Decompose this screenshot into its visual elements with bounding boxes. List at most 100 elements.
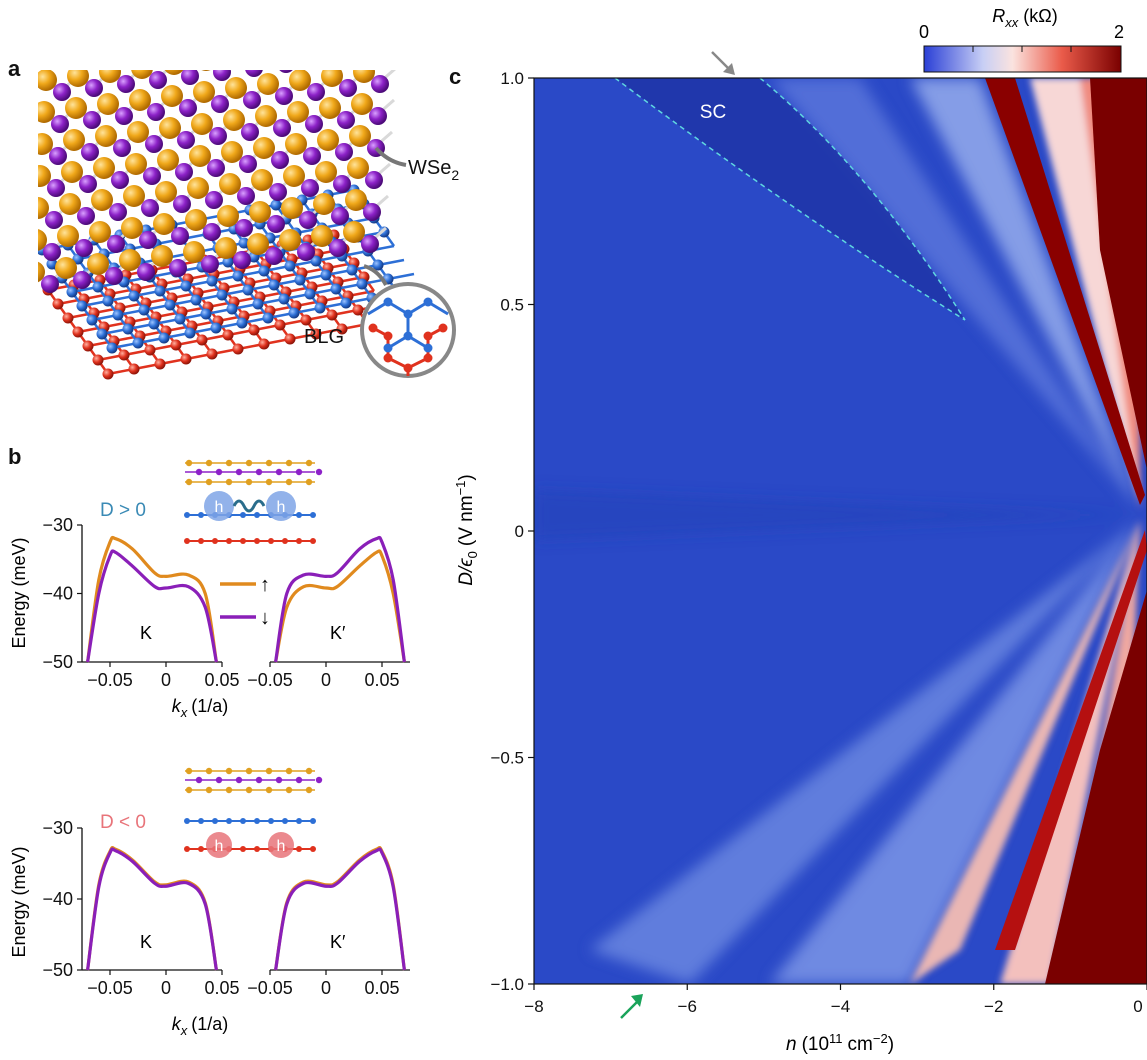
band-curve-spin-down	[274, 535, 406, 663]
carbon-atom	[252, 298, 264, 310]
band-curve-spin-up	[274, 549, 406, 663]
atom-dot	[235, 468, 243, 476]
carbon-atom	[294, 274, 306, 286]
blg-label: BLG	[304, 326, 344, 348]
atom-dot	[245, 478, 253, 486]
carbon-atom	[242, 284, 254, 296]
tungsten-atom	[85, 79, 103, 97]
tungsten-atom	[305, 115, 323, 133]
carbon-atom	[330, 283, 342, 295]
atom-dot	[225, 767, 233, 775]
atom-dot	[184, 512, 190, 518]
hole-label: h	[215, 499, 224, 516]
selenium-atom	[89, 221, 111, 243]
selenium-atom	[191, 113, 213, 135]
valley-k-label: K	[140, 623, 152, 643]
atom-dot	[245, 767, 253, 775]
hole-label: h	[277, 499, 286, 516]
selenium-atom	[283, 165, 305, 187]
y-tick-label: −40	[42, 889, 73, 909]
tungsten-atom	[239, 155, 257, 173]
atom-dot	[185, 459, 193, 467]
density-axis-label: n (1011 cm−2)	[786, 1031, 894, 1055]
atom-dot	[254, 538, 260, 544]
selenium-atom	[38, 229, 47, 251]
tungsten-atom	[331, 207, 349, 225]
x-tick-label: −0.05	[247, 978, 293, 998]
tungsten-atom	[139, 231, 157, 249]
atom-dot	[240, 538, 246, 544]
atom-dot	[205, 767, 213, 775]
sc-boundary-upper	[759, 78, 966, 321]
carbon-atom	[180, 280, 192, 292]
atom-dot	[195, 776, 203, 784]
x-tick-label: 0	[1133, 997, 1142, 1016]
atom-dot	[305, 767, 313, 775]
selenium-atom	[249, 201, 271, 223]
tungsten-atom	[47, 179, 65, 197]
tungsten-atom	[51, 115, 69, 133]
x-tick-label: 0	[161, 978, 171, 998]
selenium-atom	[189, 145, 211, 167]
carbon-atom	[346, 264, 358, 276]
tungsten-atom	[81, 143, 99, 161]
band-plot: −0.05 0 0.05 −30 −40 −50	[42, 818, 239, 998]
tungsten-atom	[205, 191, 223, 209]
carbon-atom	[122, 323, 134, 335]
atom-dot	[226, 818, 232, 824]
tungsten-atom	[269, 183, 287, 201]
tungsten-atom	[245, 70, 263, 77]
y-tick-label: −40	[42, 584, 73, 604]
legend-spin-up-label: ↑	[260, 574, 270, 596]
tungsten-atom	[171, 227, 189, 245]
band-curve-spin-down	[86, 549, 218, 663]
hole-label: h	[277, 838, 286, 855]
tungsten-atom	[137, 263, 155, 281]
band-curve-spin-down	[274, 847, 406, 971]
carbon-atom	[180, 353, 192, 365]
tungsten-atom	[173, 195, 191, 213]
energy-axis-label: Energy (meV)	[9, 537, 29, 648]
atom-dot	[305, 459, 313, 467]
carbon-atom	[248, 324, 260, 336]
atom-dot	[315, 776, 323, 784]
carbon-atom	[92, 281, 104, 293]
carbon-atom	[174, 313, 186, 325]
tungsten-atom	[77, 207, 95, 225]
displacement-field-axis-label: D/ϵ0(V nm−1)	[453, 474, 480, 585]
tungsten-atom	[105, 267, 123, 285]
tungsten-atom	[279, 70, 293, 73]
tungsten-atom	[175, 163, 193, 181]
gray-arrow-icon	[711, 51, 735, 75]
carbon-atom	[236, 317, 248, 329]
carbon-atom	[96, 328, 108, 340]
carbon-atom	[216, 289, 228, 301]
selenium-atom	[123, 185, 145, 207]
carbon-atom	[52, 298, 64, 310]
selenium-atom	[349, 125, 371, 147]
selenium-atom	[313, 193, 335, 215]
atom-dot	[310, 538, 316, 544]
band-curve-spin-down	[86, 847, 218, 971]
carbon-atom	[258, 338, 270, 350]
selenium-atom	[187, 177, 209, 199]
atom-dot	[212, 538, 218, 544]
atom-dot	[205, 478, 213, 486]
tungsten-atom	[75, 239, 93, 257]
carbon-atom	[72, 326, 84, 338]
tungsten-atom	[297, 243, 315, 261]
carbon-atom	[148, 318, 160, 330]
y-tick-label: −1.0	[490, 975, 524, 994]
carbon-atom	[158, 332, 170, 344]
carbon-atom	[268, 279, 280, 291]
carbon-atom	[184, 327, 196, 339]
atom-dot	[184, 538, 190, 544]
schematic-top: h h	[184, 459, 323, 544]
selenium-atom	[257, 73, 279, 95]
band-curve-spin-up	[86, 535, 218, 663]
selenium-atom	[351, 93, 373, 115]
tungsten-atom	[107, 235, 125, 253]
panel-letter-b: b	[8, 444, 22, 469]
carbon-atom	[102, 368, 114, 380]
tungsten-atom	[117, 75, 135, 93]
